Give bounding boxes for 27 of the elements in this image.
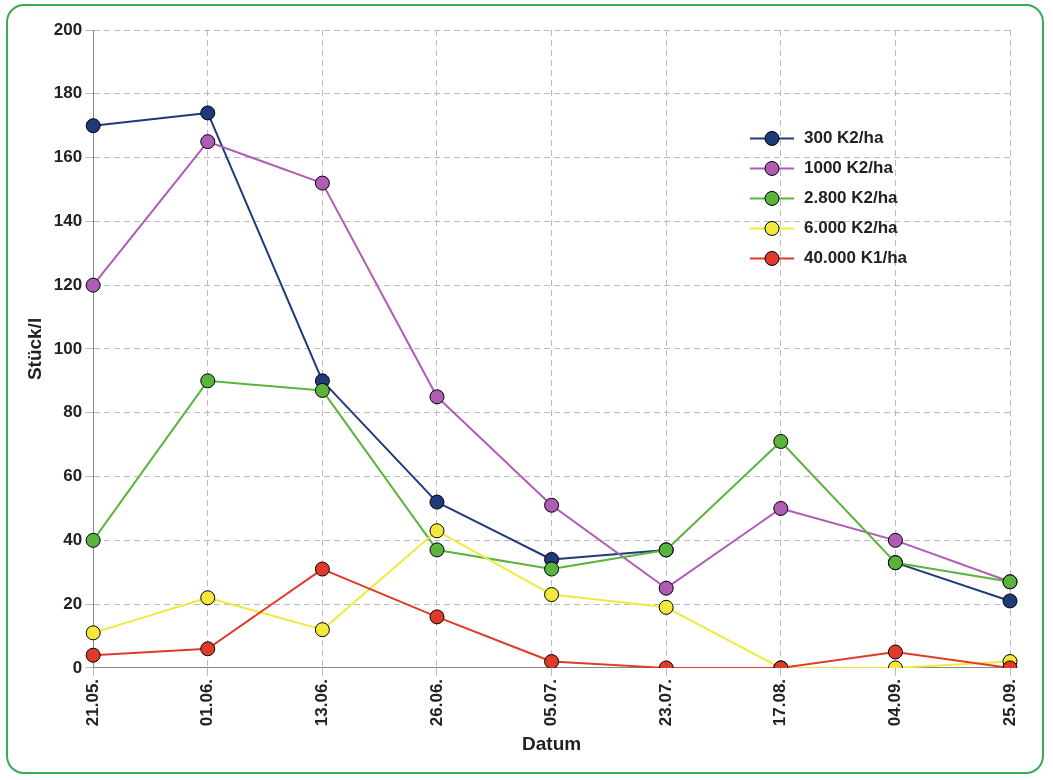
x-tick-label: 01.06. (197, 678, 217, 727)
y-tick-label: 180 (53, 83, 83, 103)
x-tick-label: 25.09. (999, 678, 1019, 727)
x-tick-label: 13.06. (312, 678, 332, 727)
y-tick-label: 20 (63, 593, 83, 613)
x-tick-label: 21.05. (82, 678, 102, 727)
x-tick-label: 05.07. (541, 678, 561, 727)
x-axis-title: Datum (522, 732, 582, 754)
y-tick-label: 40 (63, 530, 83, 550)
x-tick-label: 26.06. (426, 678, 446, 727)
x-tick-label: 23.07. (655, 678, 675, 727)
y-tick-label: 120 (53, 274, 83, 294)
y-tick-label: 140 (53, 211, 83, 231)
x-tick-label: 17.08. (770, 678, 790, 727)
y-tick-label: 80 (63, 402, 83, 422)
y-axis-title: Stück/l (23, 317, 45, 381)
legend-label: 2.800 K2/ha (804, 188, 899, 208)
legend-label: 6.000 K2/ha (804, 218, 899, 238)
y-tick-label: 160 (53, 147, 83, 167)
y-tick-label: 100 (53, 338, 83, 358)
legend-label: 300 K2/ha (804, 128, 884, 148)
legend-label: 1000 K2/ha (804, 158, 894, 178)
y-tick-label: 0 (72, 657, 83, 677)
y-tick-label: 60 (63, 466, 83, 486)
y-tick-label: 200 (53, 19, 83, 39)
x-tick-label: 04.09. (885, 678, 905, 727)
legend-label: 40.000 K1/ha (804, 248, 908, 268)
